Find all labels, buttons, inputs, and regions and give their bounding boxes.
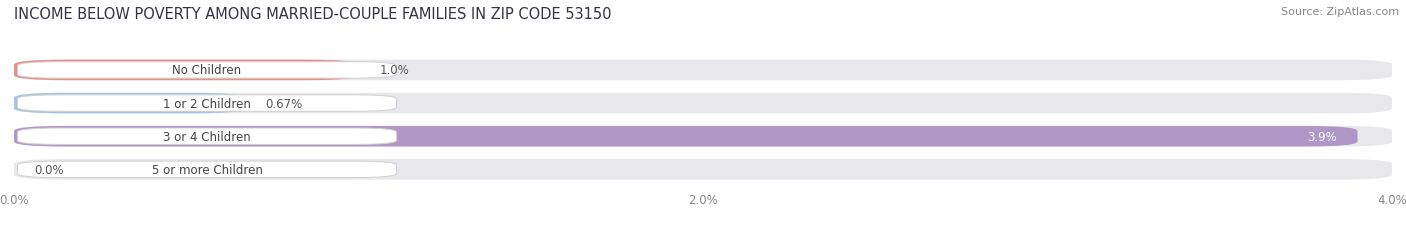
Text: 0.0%: 0.0%: [35, 163, 65, 176]
FancyBboxPatch shape: [14, 60, 1392, 81]
FancyBboxPatch shape: [14, 159, 1392, 180]
Text: 5 or more Children: 5 or more Children: [152, 163, 263, 176]
FancyBboxPatch shape: [14, 126, 1358, 147]
FancyBboxPatch shape: [17, 95, 396, 112]
FancyBboxPatch shape: [17, 161, 396, 178]
FancyBboxPatch shape: [14, 126, 1392, 147]
FancyBboxPatch shape: [17, 128, 396, 145]
Text: 3.9%: 3.9%: [1308, 130, 1337, 143]
Text: INCOME BELOW POVERTY AMONG MARRIED-COUPLE FAMILIES IN ZIP CODE 53150: INCOME BELOW POVERTY AMONG MARRIED-COUPL…: [14, 7, 612, 22]
Text: 1.0%: 1.0%: [380, 64, 409, 77]
Text: 3 or 4 Children: 3 or 4 Children: [163, 130, 250, 143]
Text: 1 or 2 Children: 1 or 2 Children: [163, 97, 250, 110]
Text: No Children: No Children: [173, 64, 242, 77]
FancyBboxPatch shape: [14, 93, 1392, 114]
FancyBboxPatch shape: [17, 62, 396, 79]
FancyBboxPatch shape: [14, 93, 245, 114]
Text: Source: ZipAtlas.com: Source: ZipAtlas.com: [1281, 7, 1399, 17]
Text: 0.67%: 0.67%: [266, 97, 302, 110]
FancyBboxPatch shape: [14, 60, 359, 81]
